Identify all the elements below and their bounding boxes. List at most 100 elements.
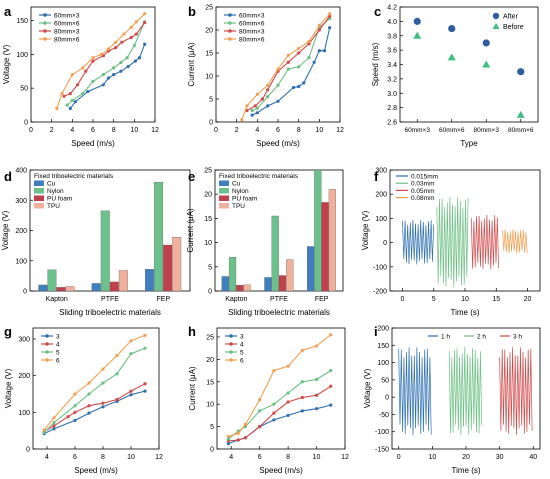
x-tick-label: 8 [297,127,301,134]
bar-e-3-2 [328,189,336,292]
x-tick-label: 30 [496,454,504,461]
x-tick-label: 0 [401,296,405,303]
data-point [322,49,327,53]
panel-label-f: f [374,169,379,184]
data-point [101,73,105,77]
y-tick-label: 0 [23,289,27,296]
y-tick-label: 3.8 [387,33,397,40]
legend-title: Fixed triboelectric materials [219,173,299,180]
legend-marker [228,13,232,17]
data-point [307,56,311,60]
data-point [73,100,78,104]
y-tick-label: 25 [205,5,213,12]
data-point [115,397,119,402]
legend-marker [229,358,233,362]
series-line-g-2 [43,347,146,433]
y-tick-label: 10 [204,240,212,247]
data-point [307,39,311,44]
x-axis-title-i: Time (s) [451,466,480,475]
data-point [314,407,319,411]
data-point [329,333,333,337]
data-point [329,403,333,407]
data-point [297,51,301,55]
data-point [106,76,111,80]
data-point [266,104,270,108]
x-tick-label: 0 [214,127,218,134]
legend-label: 80mm×3 [239,29,265,36]
data-point [52,424,56,428]
data-point [133,59,137,63]
y-tick-label: 100 [15,258,27,265]
legend-marker [229,350,233,354]
data-point [258,409,262,413]
data-point [286,60,290,64]
x-tick-label: 80mm×6 [508,127,534,134]
data-point [260,97,265,101]
bar-d-0-1 [91,283,101,292]
data-point [99,52,103,56]
data-point [307,42,311,46]
data-point [266,88,270,92]
bar-e-3-1 [286,259,294,292]
panel-g: g Speed (m/s) Voltage (V) 0 100 200 300 4 6 8 10 12… [4,324,163,475]
panel-label-i: i [374,324,378,339]
y-tick-label: 3.2 [387,76,397,83]
bar-e-0-1 [264,277,272,292]
data-point [137,56,142,60]
plot-frame-b [215,6,341,123]
y-tick-label: 15 [206,379,214,386]
data-point [42,428,46,432]
y-tick-label: 4.2 [387,5,397,12]
x-tick-label: 6 [91,127,95,134]
x-axis-title-h: Speed (m/s) [259,466,303,475]
data-point [68,106,72,111]
y-axis-title-c: Speed (m/s) [371,42,380,86]
legend-label: 0.08mm [411,195,434,202]
legend-label: 4 [56,342,60,349]
data-point [91,79,95,84]
plot-frame-a [30,6,156,123]
x-tick-label: 8 [112,127,116,134]
y-tick-label: 50 [20,86,28,93]
scatter-point-after [448,24,456,33]
data-point [87,404,91,408]
x-tick-label: 12 [155,454,163,461]
x-tick-label: 4 [229,454,233,461]
y-axis-title-a: Voltage (V) [2,44,11,84]
y-tick-label: 5 [209,97,213,104]
legend-swatch [34,188,44,194]
legend-label: 60mm×6 [239,21,265,28]
data-point [143,12,147,16]
data-point [286,400,290,404]
data-point [266,95,270,99]
data-point [101,381,105,385]
y-tick-label: 200 [375,192,387,199]
x-tick-label: 40 [529,454,537,461]
data-point [250,113,254,117]
data-point [253,104,257,108]
legend-label: Nylon [47,188,64,195]
data-point [328,12,332,16]
y-tick-label: 100 [16,52,28,59]
legend-swatch [219,203,229,209]
data-point [297,46,301,51]
data-point [226,434,230,439]
legend-label: 5 [56,350,60,357]
x-tick-label: 12 [341,454,349,461]
y-tick-label: -50 [379,412,389,419]
y-tick-label: 0 [24,120,28,127]
legend-swatch [34,180,44,186]
data-point [143,382,147,386]
y-tick-label: 0 [383,240,387,247]
data-point [276,67,280,71]
bar-e-1-0 [228,256,237,292]
y-tick-label: 300 [18,337,30,344]
scatter-point-before [413,31,422,39]
waveform-f-0 [402,219,435,265]
y-axis-title-h: Current (μA) [188,366,197,411]
legend-marker [229,334,233,338]
data-point [112,73,116,77]
data-point [119,60,123,65]
data-point [250,108,254,113]
